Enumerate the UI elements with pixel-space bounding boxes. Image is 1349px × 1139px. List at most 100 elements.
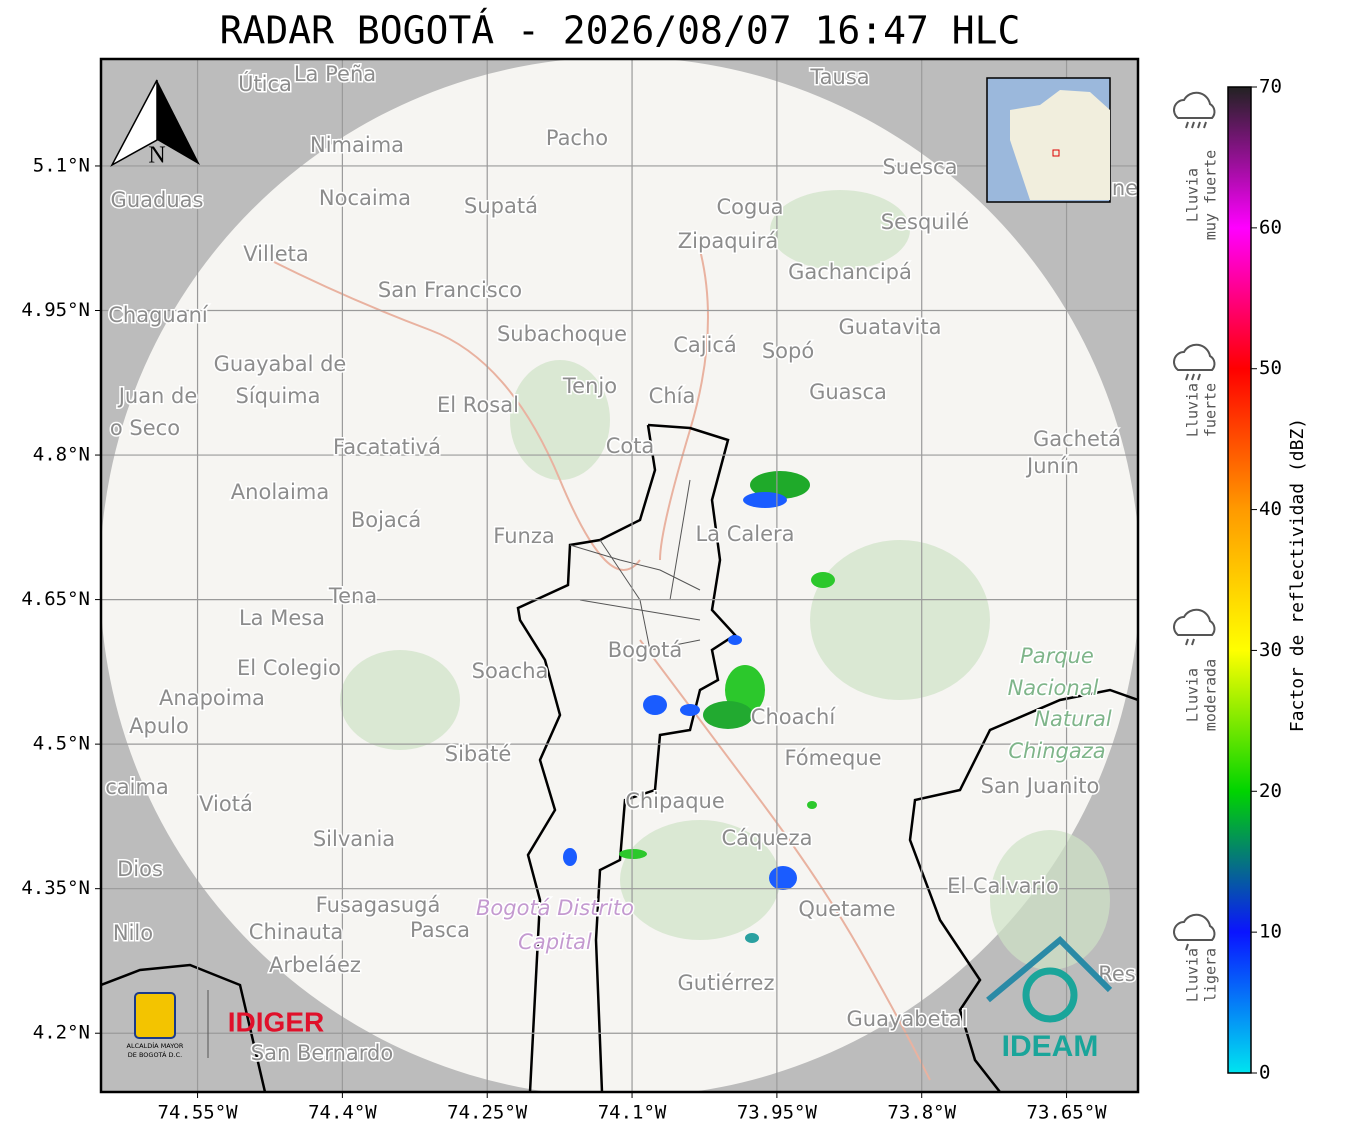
rain-icon xyxy=(1173,913,1216,941)
rain-level-label: fuerte xyxy=(1202,383,1220,437)
colorbar-tick-label: 70 xyxy=(1259,76,1282,98)
echo xyxy=(811,572,835,588)
echo xyxy=(807,801,817,809)
place-label: Gutiérrez xyxy=(678,971,775,995)
park-label: Nacional xyxy=(1008,676,1099,700)
place-label: Supatá xyxy=(464,194,538,218)
colorbar-tick-label: 10 xyxy=(1259,921,1282,943)
place-label: Quetame xyxy=(798,897,895,921)
place-label: Junín xyxy=(1025,454,1079,478)
y-tick-label: 4.2°N xyxy=(33,1022,90,1044)
y-tick-label: 4.5°N xyxy=(33,733,90,755)
axes: 74.55°W 74.4°W 74.25°W 74.1°W 73.95°W 73.8°W 7… xyxy=(21,154,1107,1123)
place-label: Arbeláez xyxy=(269,953,361,977)
inset-marker xyxy=(1052,149,1060,157)
place-label: Tausa xyxy=(809,65,869,89)
place-label: Chía xyxy=(649,384,696,408)
echo xyxy=(703,701,753,729)
place-label: Útica xyxy=(238,71,292,96)
district-label: Capital xyxy=(518,930,592,954)
y-tick-label: 4.95°N xyxy=(21,299,90,321)
echo xyxy=(563,848,577,866)
title: RADAR BOGOTÁ - 2026/08/07 16:47 HLC xyxy=(220,9,1021,53)
x-tick-label: 74.25°W xyxy=(447,1102,528,1124)
park-label: Chingaza xyxy=(1008,739,1105,763)
alcaldia-shield xyxy=(134,992,176,1039)
place-label: Gachancipá xyxy=(788,260,912,284)
colorbar-tick-label: 40 xyxy=(1259,498,1282,520)
rain-drop xyxy=(1191,373,1195,381)
echo xyxy=(743,492,787,508)
rain-drop xyxy=(1185,121,1189,129)
colorbar-tick-label: 60 xyxy=(1259,216,1282,238)
rain-drop xyxy=(1203,121,1207,129)
x-tick-label: 74.4°W xyxy=(308,1102,377,1124)
place-label: Villeta xyxy=(243,242,308,266)
place-label: San Juanito xyxy=(981,774,1100,798)
place-label: La Mesa xyxy=(239,606,325,630)
rain-level-label: muy fuerte xyxy=(1202,150,1220,240)
map-area: Útica La Peña Tausa Pacho Nimaima Suesca Guadu… xyxy=(101,59,1138,1092)
colorbar-axis: 0 10 20 30 40 50 60 70 xyxy=(1251,76,1282,1084)
place-label: Cajicá xyxy=(673,333,737,357)
rain-drop xyxy=(1197,373,1201,381)
place-label: Silvania xyxy=(313,827,395,851)
place-label: Anolaima xyxy=(231,480,329,504)
north-arrow xyxy=(157,80,200,165)
place-label: Cáqueza xyxy=(722,826,813,850)
radar-echoes xyxy=(563,471,835,943)
place-label: Soacha xyxy=(472,659,549,683)
place-label: Funza xyxy=(493,524,554,548)
ideam-logo: IDEAM xyxy=(1002,1030,1099,1063)
place-label: Viotá xyxy=(199,792,253,816)
place-label: Juan de xyxy=(117,384,198,408)
place-label: Tenjo xyxy=(562,374,617,398)
x-tick-label: 74.55°W xyxy=(158,1102,239,1124)
ideam-roof xyxy=(986,935,1113,1003)
place-label: Síquima xyxy=(236,384,321,408)
place-label: Anapoima xyxy=(159,686,265,710)
y-tick-label: 5.1°N xyxy=(33,154,90,176)
place-label: Fusagasugá xyxy=(316,893,441,917)
alcaldia-logo: ALCALDÍA MAYOR xyxy=(127,1041,184,1050)
place-label: Gachetá xyxy=(1033,427,1121,451)
grid xyxy=(101,59,1138,1092)
y-tick-label: 4.35°N xyxy=(21,877,90,899)
place-label: Sopó xyxy=(762,339,814,363)
place-label: Guaduas xyxy=(111,188,204,212)
alcaldia-logo: DE BOGOTÁ D.C. xyxy=(128,1050,182,1059)
park-label: Parque xyxy=(1020,644,1094,668)
place-label: Suesca xyxy=(883,155,958,179)
place-label: Pacho xyxy=(546,126,608,150)
place-label: San Francisco xyxy=(378,278,522,302)
park-label: Natural xyxy=(1034,707,1112,731)
idiger-logo: IDIGER xyxy=(228,1006,324,1037)
rain-drop xyxy=(1191,638,1195,646)
echo xyxy=(643,695,667,715)
place-label: Tena xyxy=(328,584,377,608)
place-label: Guatavita xyxy=(839,315,942,339)
place-label: Bojacá xyxy=(351,508,421,532)
place-label: o Seco xyxy=(110,416,180,440)
colorbar-tick-label: 50 xyxy=(1259,357,1282,379)
place-label: Dios xyxy=(117,857,163,881)
rain-level-label: Lluvia xyxy=(1184,668,1202,722)
colorbar-tick-label: 20 xyxy=(1259,780,1282,802)
rain-icon xyxy=(1173,608,1216,636)
place-label: Sibaté xyxy=(445,742,512,766)
x-tick-label: 73.95°W xyxy=(737,1102,818,1124)
x-tick-label: 74.1°W xyxy=(598,1102,667,1124)
place-label: caima xyxy=(105,775,169,799)
place-label: Subachoque xyxy=(497,322,627,346)
place-label: Guasca xyxy=(809,380,887,404)
rain-icon xyxy=(1173,91,1216,119)
colorbar-label: Factor de reflectividad (dBZ) xyxy=(1287,418,1308,732)
rain-icon xyxy=(1173,343,1216,371)
colorbar xyxy=(1227,86,1252,1074)
rain-level-label: Lluvia xyxy=(1184,168,1202,222)
echo xyxy=(769,866,797,890)
place-label: Zipaquirá xyxy=(678,229,778,253)
place-label: El Rosal xyxy=(437,393,519,417)
place-label: El Calvario xyxy=(947,874,1059,898)
